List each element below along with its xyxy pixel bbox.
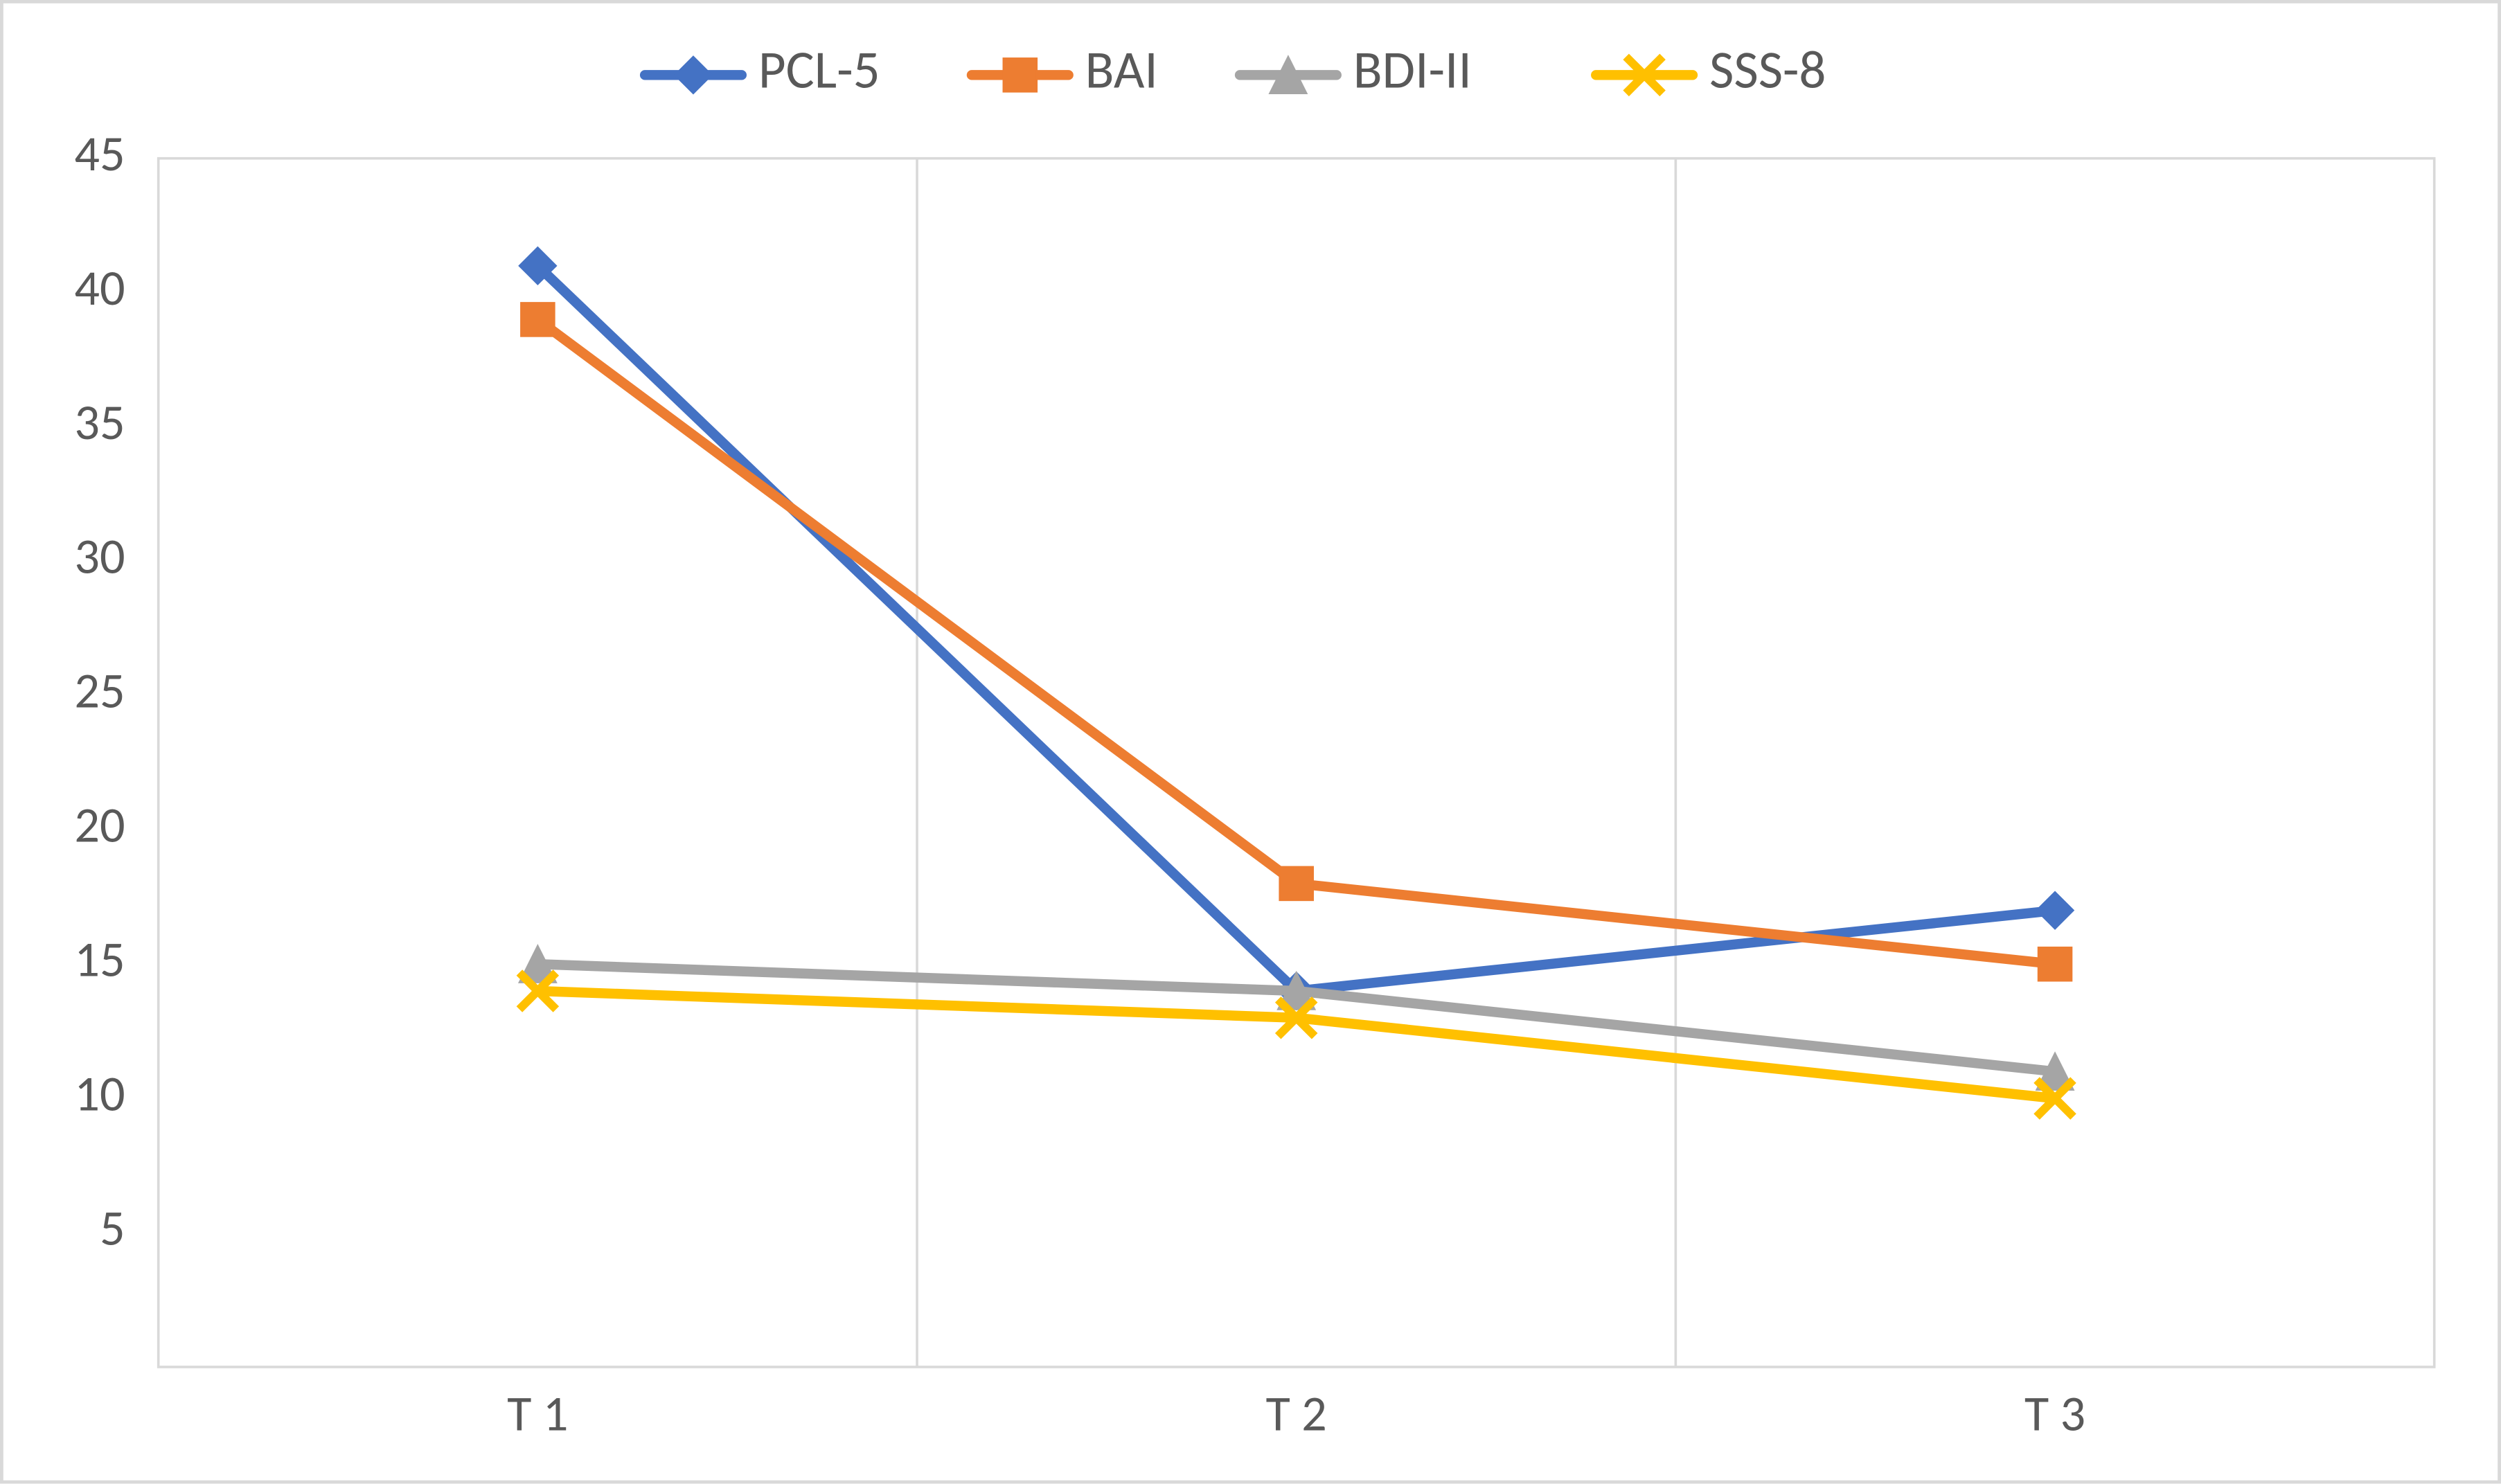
y-axis-label: 20 (74, 795, 125, 856)
plot-area-border (159, 159, 2435, 1367)
y-axis-label: 25 (74, 661, 125, 722)
legend-item-sss-8: SSS-8 (1596, 37, 1826, 102)
legend: PCL-5 BAI BDI-II SSS-8 (645, 37, 1826, 102)
y-axis-label: 45 (74, 123, 125, 184)
legend-label: PCL-5 (758, 37, 880, 102)
legend-item-pcl-5: PCL-5 (645, 37, 880, 102)
x-axis-label: T 3 (2024, 1383, 2085, 1444)
chart-outer-border (1, 1, 2499, 1482)
y-axis-label: 15 (74, 929, 125, 990)
legend-item-bai: BAI (972, 37, 1158, 102)
x-axis-label: T 2 (1266, 1383, 1327, 1444)
series-bai (521, 303, 2072, 981)
y-axis-label: 30 (74, 526, 125, 587)
legend-item-bdi-ii: BDI-II (1240, 37, 1472, 102)
legend-label: BAI (1085, 37, 1158, 102)
y-axis-label: 35 (74, 392, 125, 453)
legend-label: BDI-II (1353, 37, 1472, 102)
line-chart: 5 10 15 20 25 30 35 40 45 T 1 T 2 T 3 PCL-5 BAI BDI-II… (0, 0, 2501, 1484)
legend-label: SSS-8 (1709, 37, 1826, 102)
x-axis-label: T 1 (507, 1383, 568, 1444)
y-axis-label: 5 (100, 1197, 125, 1258)
y-axis-label: 40 (74, 258, 125, 319)
y-axis-label: 10 (74, 1063, 125, 1124)
